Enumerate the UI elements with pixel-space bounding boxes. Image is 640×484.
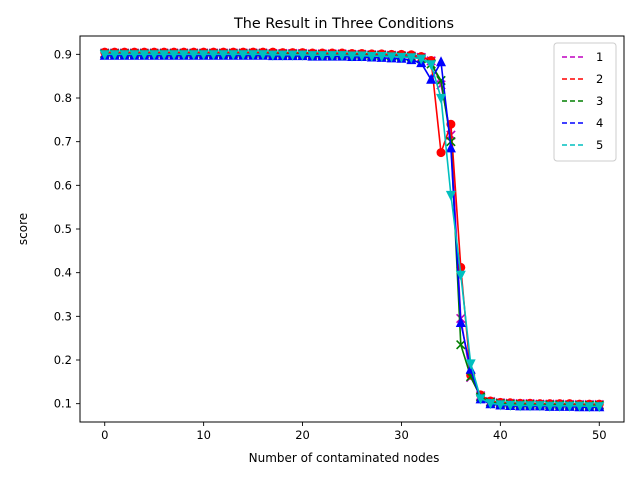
data-point	[396, 52, 407, 63]
data-point	[376, 51, 387, 63]
legend-label-2: 2	[596, 72, 603, 86]
data-point	[129, 50, 140, 61]
x-tick-label: 0	[101, 428, 108, 442]
y-tick-label: 0.6	[54, 178, 72, 192]
data-point	[416, 54, 427, 65]
y-tick-label: 0.5	[54, 222, 72, 236]
data-point	[307, 51, 318, 62]
legend-box	[553, 42, 617, 162]
series-layer	[99, 47, 605, 413]
x-tick-label: 50	[592, 428, 607, 442]
x-tick-label: 10	[196, 428, 211, 442]
legend-label-5: 5	[596, 138, 603, 152]
legend-label-1: 1	[596, 50, 603, 64]
data-point	[455, 270, 466, 281]
data-point	[574, 401, 585, 412]
data-point	[554, 401, 565, 412]
data-point	[228, 50, 239, 61]
data-point	[287, 50, 298, 61]
data-point	[436, 93, 447, 104]
data-point	[317, 51, 328, 62]
data-point	[149, 50, 160, 61]
data-point	[465, 359, 476, 370]
data-point	[456, 339, 466, 350]
data-point	[584, 402, 595, 413]
data-point	[525, 401, 536, 412]
data-point	[564, 401, 575, 412]
data-point	[426, 73, 437, 84]
y-tick-label: 0.4	[54, 266, 72, 280]
y-tick-label: 0.7	[54, 135, 72, 149]
x-tick-label: 40	[493, 428, 508, 442]
y-axis-label: score	[16, 213, 30, 245]
data-point	[99, 50, 110, 61]
data-point	[297, 50, 308, 61]
data-point	[485, 399, 496, 410]
data-point	[366, 51, 377, 63]
data-point	[445, 190, 456, 201]
data-point	[218, 50, 229, 61]
data-point	[515, 401, 526, 412]
data-point	[119, 50, 130, 61]
y-tick-label: 0.3	[54, 309, 72, 323]
legend: 1 2 3 4 5	[553, 42, 617, 162]
data-point	[198, 50, 209, 61]
y-tick-label: 0.1	[54, 397, 72, 411]
data-point	[386, 52, 397, 63]
legend-label-4: 4	[596, 116, 603, 130]
data-point	[426, 60, 437, 71]
data-point	[445, 142, 456, 153]
data-point	[534, 401, 545, 412]
x-tick-label: 20	[295, 428, 310, 442]
axes-layer: 0 10 20 30 40 50 0.1 0.2 0.3 0.4 0.5 0.6 0.7 0.8 0.9	[54, 35, 625, 442]
y-tick-label: 0.2	[54, 353, 72, 367]
data-point	[178, 50, 189, 61]
data-point	[168, 50, 179, 61]
data-point	[455, 316, 466, 327]
data-point	[109, 50, 120, 61]
data-point	[327, 51, 338, 62]
data-point	[436, 148, 446, 158]
x-axis-label: Number of contaminated nodes	[249, 451, 440, 465]
data-point	[238, 50, 249, 61]
data-point	[475, 394, 486, 405]
data-point	[505, 400, 516, 411]
data-point	[356, 51, 367, 62]
data-point	[277, 50, 288, 61]
data-point	[337, 51, 348, 62]
x-tick-label: 30	[394, 428, 409, 442]
chart-title: The Result in Three Conditions	[233, 16, 454, 32]
series-5	[99, 50, 605, 413]
y-tick-label: 0.9	[54, 47, 72, 61]
legend-label-3: 3	[596, 94, 603, 108]
y-tick-label: 0.8	[54, 91, 72, 105]
data-point	[139, 50, 150, 61]
data-point	[267, 50, 278, 61]
data-point	[544, 401, 555, 412]
data-point	[188, 50, 199, 61]
data-point	[594, 402, 605, 413]
data-point	[208, 50, 219, 61]
data-point	[346, 51, 358, 62]
data-point	[406, 53, 417, 64]
data-point	[248, 50, 259, 61]
data-point	[436, 56, 447, 67]
data-point	[495, 400, 506, 411]
data-point	[159, 50, 170, 61]
data-point	[257, 50, 268, 61]
